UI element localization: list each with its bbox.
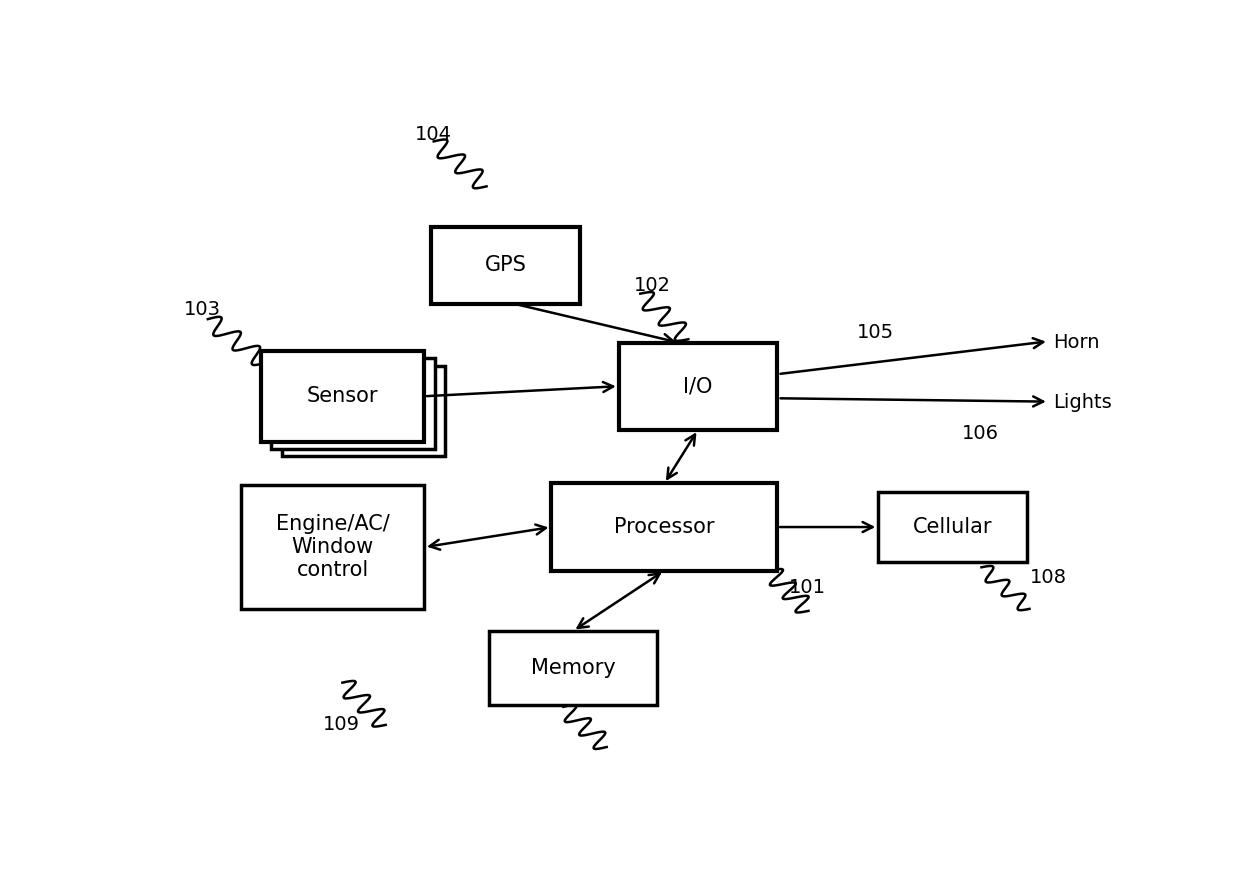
Text: Horn: Horn — [1054, 333, 1100, 352]
Text: 108: 108 — [1029, 568, 1066, 587]
Text: Engine/AC/
Window
control: Engine/AC/ Window control — [277, 514, 389, 580]
Text: Lights: Lights — [1054, 394, 1112, 413]
Bar — [260, 351, 424, 442]
Text: 101: 101 — [789, 577, 826, 597]
Text: 106: 106 — [962, 423, 999, 442]
Bar — [272, 358, 435, 449]
Bar — [552, 483, 777, 571]
Text: Memory: Memory — [531, 658, 615, 678]
Text: Cellular: Cellular — [913, 517, 992, 537]
Bar — [489, 631, 657, 705]
Bar — [432, 227, 580, 304]
Bar — [619, 342, 777, 429]
Text: Sensor: Sensor — [306, 386, 378, 406]
Text: 105: 105 — [857, 323, 894, 342]
Text: 109: 109 — [324, 715, 360, 734]
Text: I/O: I/O — [683, 376, 713, 396]
Bar — [878, 492, 1027, 563]
Text: GPS: GPS — [485, 255, 527, 275]
Bar — [281, 366, 445, 456]
Text: 103: 103 — [184, 300, 221, 319]
Text: 104: 104 — [414, 125, 451, 145]
Text: Processor: Processor — [614, 517, 714, 537]
Text: 102: 102 — [634, 276, 671, 295]
Bar — [242, 485, 424, 609]
